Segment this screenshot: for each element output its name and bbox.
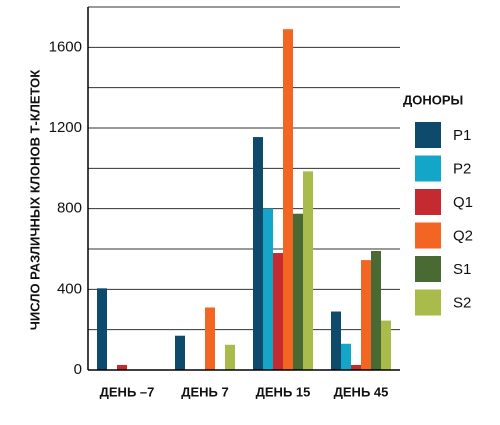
- bar: [371, 251, 381, 370]
- bar: [205, 307, 215, 370]
- bar: [225, 344, 235, 370]
- bar: [263, 208, 273, 370]
- bar: [361, 260, 371, 370]
- bar: [273, 253, 283, 370]
- y-tick-label: 1600: [49, 38, 82, 55]
- legend-label: P2: [453, 160, 471, 177]
- legend-label: P1: [453, 127, 471, 144]
- bar: [283, 29, 293, 371]
- legend-swatch: [415, 122, 441, 148]
- y-axis-label: ЧИСЛО РАЗЛИЧНЫХ КЛОНОВ Т-КЛЕТОК: [27, 70, 42, 331]
- y-tick-label: 400: [57, 280, 82, 297]
- legend-swatch: [415, 289, 441, 316]
- y-tick-label: 0: [74, 361, 82, 378]
- x-tick-label: ДЕНЬ 45: [334, 384, 389, 399]
- x-tick-label: ДЕНЬ –7: [100, 384, 155, 399]
- bar: [303, 171, 313, 370]
- legend-swatch: [415, 222, 441, 249]
- x-tick-label: ДЕНЬ 7: [181, 384, 229, 399]
- bar: [117, 364, 127, 370]
- bar: [175, 335, 185, 370]
- y-tick-label: 1200: [49, 119, 82, 136]
- legend-swatch: [415, 189, 441, 215]
- bar: [293, 213, 303, 370]
- bar: [381, 320, 391, 370]
- bar: [97, 288, 107, 370]
- legend-title: ДОНОРЫ: [403, 92, 463, 107]
- x-tick-label: ДЕНЬ 15: [256, 384, 311, 399]
- bar: [341, 343, 351, 370]
- legend-label: Q2: [453, 227, 473, 244]
- legend-swatch: [415, 155, 441, 182]
- legend-swatch: [415, 256, 441, 282]
- bar: [253, 137, 263, 370]
- legend-label: Q1: [453, 194, 473, 211]
- legend-label: S2: [453, 294, 471, 311]
- bar: [351, 364, 361, 370]
- bar: [331, 311, 341, 370]
- y-tick-label: 800: [57, 200, 82, 217]
- legend-label: S1: [453, 261, 471, 278]
